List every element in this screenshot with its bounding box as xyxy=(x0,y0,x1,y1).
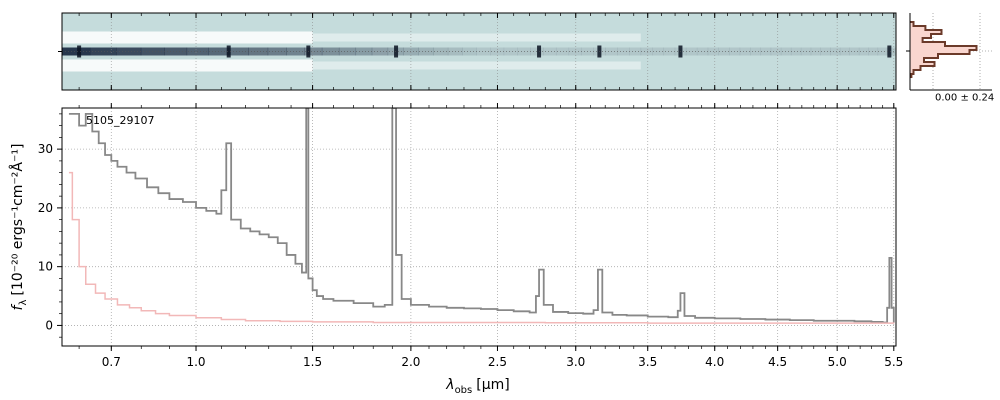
x-tick-label: 2.5 xyxy=(488,355,507,369)
y-tick-label: 0 xyxy=(45,318,53,332)
profile-tick-label: 0.00 ± 0.24 xyxy=(935,92,994,103)
profile-grid xyxy=(910,13,992,90)
trace-segment xyxy=(228,47,250,56)
trace-segment xyxy=(830,47,841,56)
object-id-annotation: 5105_29107 xyxy=(86,114,155,127)
x-axis-label-symbol: λ xyxy=(445,377,454,393)
1d-spectrum-ticks xyxy=(57,103,895,351)
x-axis-label-unit: [μm] xyxy=(476,377,509,393)
trace-segment xyxy=(790,47,802,56)
upper-saturation-band xyxy=(62,31,313,44)
trace-segment xyxy=(739,47,751,56)
x-tick-label: 5.5 xyxy=(884,355,903,369)
trace-segment xyxy=(267,47,287,56)
profile-fill xyxy=(910,22,977,78)
trace-segment xyxy=(820,47,831,56)
x-tick-label: 4.0 xyxy=(705,355,724,369)
y-tick-label: 20 xyxy=(38,201,53,215)
x-axis-label-subscript: obs xyxy=(455,385,473,396)
trace-segment xyxy=(517,47,531,56)
1d-spectrum-series xyxy=(68,108,895,324)
x-tick-labels: 0.7 1.0 1.5 2.0 2.5 3.0 3.5 4.0 4.5 5.0 5.5 xyxy=(102,355,904,369)
trace-segment xyxy=(839,47,850,56)
x-tick-label: 4.5 xyxy=(768,355,787,369)
trace-segment xyxy=(62,47,91,56)
trace-segment xyxy=(780,47,792,56)
profile-panel: 0.00 ± 0.24 xyxy=(906,13,994,103)
lower-faint-band xyxy=(312,61,641,70)
upper-faint-band xyxy=(312,33,641,42)
y-axis-label-subscript: λ xyxy=(18,300,29,306)
emission-column xyxy=(887,45,892,58)
1d-spectrum-frame xyxy=(61,107,897,347)
trace-segment xyxy=(89,47,117,56)
trace-segment xyxy=(886,47,896,56)
emission-column xyxy=(394,45,399,58)
trace-segment xyxy=(877,47,888,56)
x-tick-label: 5.0 xyxy=(828,355,847,369)
trace-segment xyxy=(476,47,491,56)
trace-segment xyxy=(286,47,305,56)
trace-segment xyxy=(663,47,676,56)
trace-segment xyxy=(718,47,730,56)
y-axis-label: fλ [10⁻²⁰ ergs⁻¹cm⁻²Å⁻¹] xyxy=(9,144,29,311)
trace-segment xyxy=(164,47,188,56)
2d-spectrum-grid xyxy=(62,13,896,90)
trace-segment xyxy=(696,47,709,56)
profile-line xyxy=(910,21,978,78)
y-axis-label-symbol: f xyxy=(10,303,26,310)
emission-column xyxy=(226,45,231,58)
1d-spectrum-panel: 0.7 1.0 1.5 2.0 2.5 3.0 3.5 4.0 4.5 5.0 5.5 0 10 20 3… xyxy=(9,103,903,396)
y-tick-label: 30 xyxy=(38,142,53,156)
error-series-line xyxy=(68,171,895,324)
trace-segment xyxy=(321,47,340,56)
x-axis-label: λobs [μm] xyxy=(445,377,509,396)
trace-segment xyxy=(371,47,389,56)
trace-segment xyxy=(760,47,772,56)
x-tick-label: 0.7 xyxy=(102,355,121,369)
y-tick-labels: 0 10 20 30 xyxy=(38,142,53,332)
emission-column xyxy=(77,45,82,58)
trace-segment xyxy=(462,47,477,56)
trace-segment xyxy=(248,47,269,56)
trace-segment xyxy=(503,47,518,56)
trace-segment xyxy=(868,47,879,56)
x-tick-label: 3.0 xyxy=(566,355,585,369)
2d-spectrum-panel xyxy=(58,12,897,91)
trace-segment xyxy=(403,47,419,56)
1d-spectrum-grid xyxy=(62,108,896,346)
trace-segment xyxy=(543,47,557,56)
x-tick-label: 1.5 xyxy=(303,355,322,369)
trace-segment xyxy=(418,47,434,56)
x-tick-label: 1.0 xyxy=(186,355,205,369)
x-tick-label: 3.5 xyxy=(638,355,657,369)
trace-segment xyxy=(652,47,665,56)
y-axis-label-unit: [10⁻²⁰ ergs⁻¹cm⁻²Å⁻¹] xyxy=(9,144,26,296)
trace-segment xyxy=(640,47,653,56)
trace-segment xyxy=(685,47,698,56)
y-tick-label: 10 xyxy=(38,260,53,274)
trace-segment xyxy=(355,47,373,56)
lower-saturation-band xyxy=(62,59,313,72)
trace-segment xyxy=(555,47,570,56)
flux-series-line xyxy=(68,108,895,324)
trace-segment xyxy=(304,47,323,56)
2d-spectrum-frame xyxy=(61,12,897,91)
x-tick-label: 2.0 xyxy=(401,355,420,369)
